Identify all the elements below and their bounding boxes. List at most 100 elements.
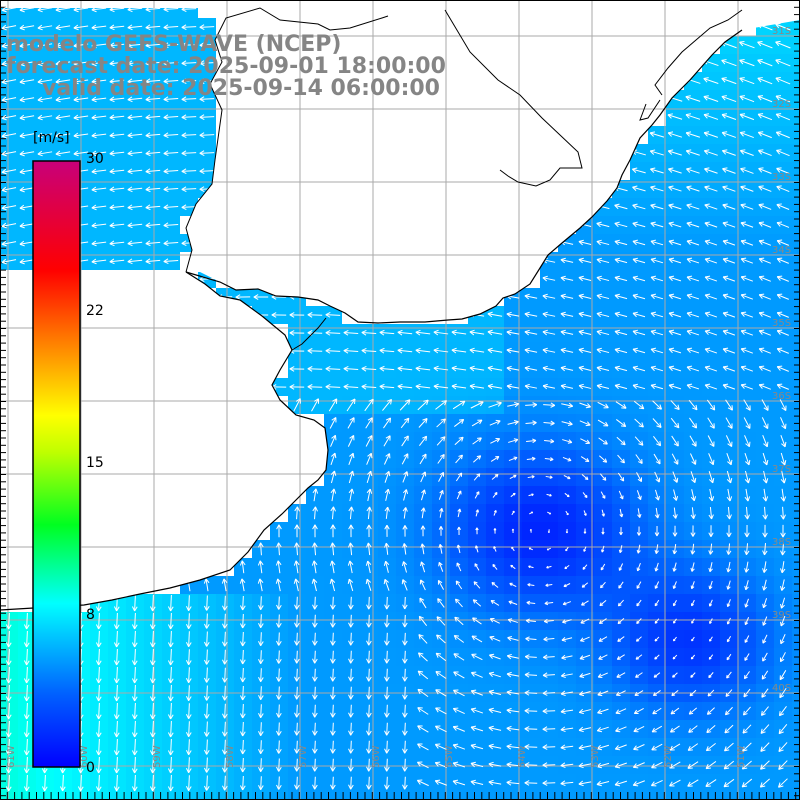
wind-arrow <box>366 596 372 610</box>
wind-arrow <box>544 457 554 462</box>
wind-arrow <box>364 398 374 412</box>
wind-arrow <box>709 618 713 624</box>
wind-arrow <box>560 780 574 787</box>
wind-arrow <box>758 239 772 246</box>
wind-arrow <box>451 365 467 372</box>
wind-arrow <box>23 756 30 774</box>
wind-arrow <box>436 418 446 428</box>
wind-arrow <box>636 472 643 483</box>
wind-arrow <box>650 221 664 228</box>
wind-arrow <box>127 222 143 229</box>
wind-arrow <box>163 204 179 211</box>
wind-arrow <box>740 203 754 210</box>
wind-arrow <box>294 758 300 772</box>
wind-arrow <box>330 740 336 754</box>
wind-arrow <box>258 632 264 647</box>
wind-arrow <box>546 493 552 497</box>
wind-arrow <box>383 560 390 573</box>
wind-arrow <box>435 671 447 679</box>
wind-arrow <box>23 666 30 684</box>
wind-cell <box>792 360 800 378</box>
wind-arrow <box>95 702 102 720</box>
wind-arrow <box>528 493 534 497</box>
wind-arrow <box>672 562 677 572</box>
wind-arrow <box>109 186 125 193</box>
wind-arrow <box>384 668 390 682</box>
wind-arrow <box>55 96 71 103</box>
wind-arrow <box>330 758 336 772</box>
wind-arrow <box>113 630 120 648</box>
wind-arrow <box>689 417 698 429</box>
wind-arrow <box>487 365 503 372</box>
colorbar-fill <box>32 160 81 768</box>
wind-arrow <box>672 672 678 678</box>
colorbar-unit: [m/s] <box>33 130 70 146</box>
wind-arrow <box>691 618 695 624</box>
wind-arrow <box>240 775 246 791</box>
wind-arrow <box>95 594 102 612</box>
lon-label: 57W <box>298 745 309 768</box>
wind-arrow <box>145 42 161 49</box>
wind-arrow <box>1 150 17 157</box>
wind-arrow <box>776 275 789 282</box>
wind-cell <box>792 576 800 594</box>
wind-arrow <box>346 398 356 412</box>
wind-arrow <box>145 132 161 139</box>
wind-arrow <box>762 634 768 644</box>
wind-arrow <box>690 525 696 537</box>
wind-arrow <box>127 96 143 103</box>
wind-arrow <box>329 578 336 592</box>
wind-arrow <box>507 618 518 623</box>
wind-arrow <box>420 561 426 573</box>
wind-arrow <box>668 221 682 228</box>
wind-arrow <box>506 707 520 714</box>
wind-arrow <box>5 756 12 774</box>
wind-arrow <box>542 690 556 696</box>
wind-arrow <box>493 528 497 534</box>
wind-arrow <box>221 578 228 592</box>
wind-arrow <box>636 544 641 554</box>
wind-arrow <box>382 398 393 411</box>
wind-arrow <box>365 435 373 447</box>
wind-arrow <box>488 689 502 696</box>
wind-arrow <box>222 775 228 791</box>
wind-arrow <box>109 150 125 157</box>
wind-cell <box>792 90 800 108</box>
wind-arrow <box>543 618 554 624</box>
wind-arrow <box>384 470 391 483</box>
wind-arrow <box>672 543 678 555</box>
wind-arrow <box>91 186 107 193</box>
wind-arrow <box>614 239 628 246</box>
wind-arrow <box>616 654 625 660</box>
wind-arrow <box>703 113 719 120</box>
wind-arrow <box>109 24 125 31</box>
wind-arrow <box>384 614 390 628</box>
wind-arrow <box>654 489 660 501</box>
wind-arrow <box>453 653 465 661</box>
wind-arrow <box>560 365 574 372</box>
wind-arrow <box>668 185 682 192</box>
wind-cell <box>306 792 324 800</box>
wind-arrow <box>672 507 678 519</box>
wind-arrow <box>760 742 770 752</box>
wind-arrow <box>95 774 102 792</box>
wind-arrow <box>185 685 192 702</box>
wind-arrow <box>510 492 516 498</box>
wind-arrow <box>402 686 408 700</box>
wind-arrow <box>762 524 768 538</box>
wind-cell <box>792 396 800 414</box>
wind-arrow <box>435 400 447 410</box>
wind-arrow <box>417 399 429 411</box>
wind-arrow <box>547 511 552 515</box>
wind-arrow <box>181 42 197 49</box>
wind-arrow <box>91 132 107 139</box>
forecast-date: forecast date: 2025-09-01 18:00:00 <box>6 54 446 79</box>
wind-arrow <box>561 654 573 660</box>
wind-arrow <box>560 762 574 769</box>
wind-arrow <box>289 366 305 372</box>
wind-arrow <box>776 293 789 300</box>
wind-arrow <box>329 417 337 429</box>
wind-arrow <box>474 545 479 553</box>
lagoon-border <box>444 9 583 187</box>
wind-arrow <box>401 561 408 573</box>
